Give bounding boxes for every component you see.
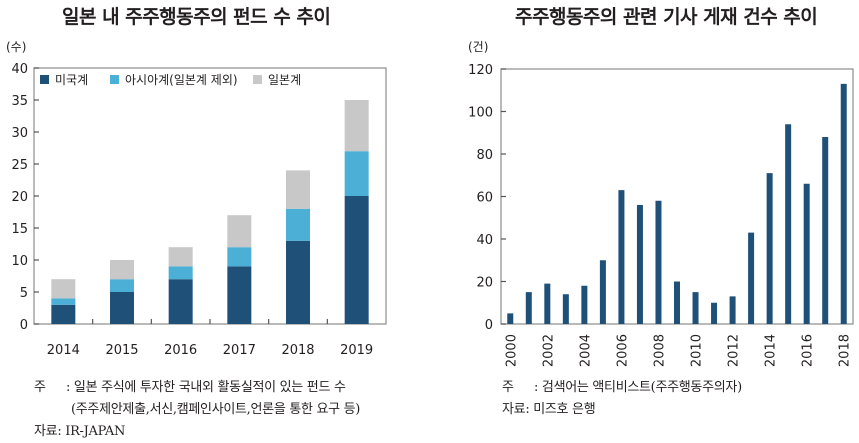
right-bar [822, 137, 829, 324]
right-chart: 0 20 40 60 80 100 120 2000 2002 2004 2006 2008 2010 2… [468, 63, 854, 367]
left-y-tick-label: 40 [11, 62, 28, 77]
left-y-tick-label: 30 [11, 126, 28, 141]
left-x-tick-label: 2018 [281, 343, 314, 358]
left-bar-segment-us [110, 292, 134, 324]
right-bar [748, 232, 755, 324]
right-x-tick-label: 2018 [838, 334, 853, 367]
right-x-tick-label: 2012 [727, 334, 742, 367]
left-bar-segment-us [286, 240, 310, 324]
right-bar [636, 205, 643, 324]
left-note-line2: (주주제안제출,서신,캠페인사이트,언론을 통한 요구 등) [71, 402, 361, 417]
left-note-label: 주 [34, 380, 46, 395]
right-bar [692, 292, 699, 324]
left-bar-segment-asia [227, 247, 252, 267]
left-bar-segment-asia [51, 298, 76, 305]
left-bar-segment-japan [168, 247, 193, 267]
left-chart-title: 일본 내 주주행동주의 펀드 수 추이 [62, 6, 331, 28]
left-bar-segment-japan [344, 100, 369, 152]
legend-label: 아시아계(일본계 제외) [125, 73, 238, 87]
right-y-tick-label: 40 [476, 233, 493, 248]
left-chart: 0 5 10 15 20 25 30 35 40 2014 2015 2016 2017 2018 2019… [11, 62, 387, 358]
left-bar-segment-asia [168, 266, 193, 280]
right-bar [581, 285, 588, 324]
right-bar [562, 294, 569, 324]
right-x-tick-label: 2000 [504, 334, 519, 367]
right-bar [674, 281, 680, 324]
right-x-tick-label: 2002 [541, 334, 556, 367]
right-bar [544, 283, 551, 324]
left-bar-segment-us [168, 279, 193, 324]
right-bar [729, 296, 736, 324]
right-chart-title: 주주행동주의 관련 기사 게재 건수 추이 [515, 6, 818, 28]
right-x-tick-label: 2010 [690, 334, 705, 367]
left-x-tick-label: 2016 [164, 343, 197, 358]
right-y-tick-label: 100 [468, 106, 493, 121]
left-y-tick-label: 10 [11, 254, 28, 269]
right-bar [766, 173, 773, 324]
right-bar [525, 292, 532, 324]
left-bar-segment-asia [286, 208, 310, 241]
legend-label: 일본계 [268, 73, 301, 87]
left-note-line1: : 일본 주식에 투자한 국내외 활동실적이 있는 펀드 수 [66, 380, 346, 395]
left-y-tick-label: 25 [11, 158, 28, 173]
left-bar-segment-japan [286, 170, 310, 209]
right-bar [803, 183, 810, 324]
right-bar [618, 190, 625, 324]
right-bar [711, 302, 718, 324]
left-bar-segment-japan [51, 279, 76, 299]
right-bar [655, 200, 662, 324]
left-bar-segment-japan [227, 215, 252, 248]
left-x-tick-label: 2019 [340, 343, 373, 358]
right-y-unit-label: (건) [468, 40, 489, 54]
right-y-tick-label: 120 [468, 63, 493, 78]
right-bar [840, 83, 847, 324]
left-plot-frame [33, 67, 387, 325]
left-bar-segment-asia [110, 279, 134, 292]
right-y-tick-label: 20 [476, 276, 493, 291]
left-y-tick-label: 5 [20, 286, 28, 301]
left-y-tick-label: 15 [11, 222, 28, 237]
right-x-tick-label: 2006 [615, 334, 630, 367]
right-x-tick-label: 2016 [801, 334, 816, 367]
right-bar [785, 124, 792, 324]
right-note-line1: : 검색어는 액티비스트(주주행동주의자) [534, 380, 742, 395]
left-source: 자료: IR-JAPAN [34, 424, 126, 439]
right-y-tick-label: 80 [476, 148, 493, 163]
left-x-tick-label: 2014 [47, 343, 80, 358]
left-y-tick-label: 20 [11, 190, 28, 205]
right-x-tick-label: 2008 [652, 334, 667, 367]
left-bar-segment-us [227, 266, 252, 324]
right-x-tick-label: 2004 [578, 334, 593, 367]
left-x-tick-label: 2015 [105, 343, 138, 358]
left-y-tick-label: 0 [20, 318, 28, 333]
left-bar-segment-us [51, 304, 76, 324]
right-x-tick-label: 2014 [764, 334, 779, 367]
left-bar-segment-japan [110, 260, 134, 280]
legend-swatch [110, 75, 119, 84]
left-bar-segment-asia [344, 151, 369, 196]
right-bar [507, 313, 514, 324]
left-bar-segment-us [344, 196, 369, 324]
right-note-label: 주 [502, 380, 514, 395]
left-x-tick-label: 2017 [223, 343, 256, 358]
left-y-unit-label: (수) [6, 40, 27, 54]
legend-swatch [253, 75, 262, 84]
right-bar [599, 260, 606, 324]
left-y-tick-label: 35 [11, 94, 28, 109]
right-y-tick-label: 60 [476, 191, 493, 206]
legend-label: 미국계 [55, 73, 88, 87]
right-source: 자료: 미즈호 은행 [502, 402, 596, 417]
legend-swatch [40, 75, 49, 84]
right-y-tick-label: 0 [485, 318, 493, 333]
